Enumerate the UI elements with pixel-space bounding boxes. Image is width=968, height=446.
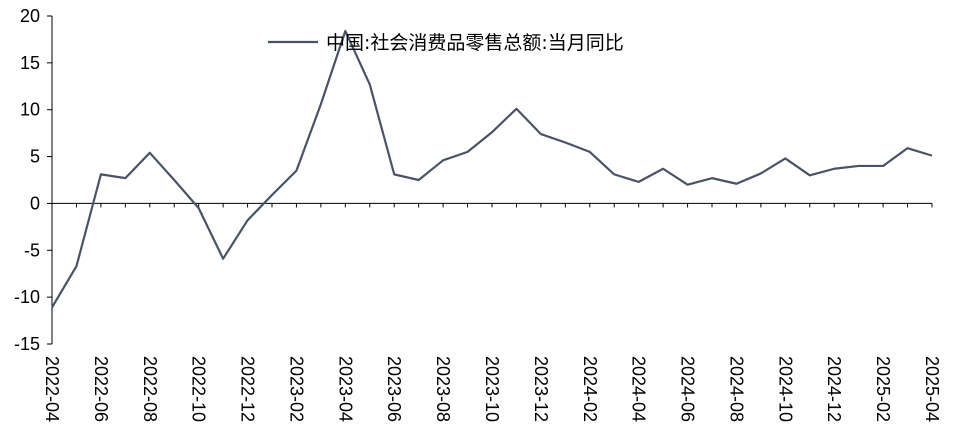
y-tick-label: -15 xyxy=(14,334,40,354)
legend-label: 中国:社会消费品零售总额:当月同比 xyxy=(326,32,624,54)
series-layer xyxy=(51,29,933,309)
x-tick-label: 2024-04 xyxy=(629,356,649,422)
x-tick-label: 2024-08 xyxy=(726,356,746,422)
series-line xyxy=(51,29,933,309)
y-tick-label: -10 xyxy=(14,287,40,307)
x-tick-label: 2024-12 xyxy=(824,356,844,422)
y-tick-label: 5 xyxy=(30,147,40,167)
x-tick-label: 2023-04 xyxy=(335,356,355,422)
x-tick-label: 2024-02 xyxy=(580,356,600,422)
y-tick-label: 20 xyxy=(20,6,40,26)
x-tick-label: 2022-10 xyxy=(189,356,209,422)
y-axis: -15 -10 -5 0 5 10 15 20 xyxy=(14,6,53,354)
x-tick-label: 2022-08 xyxy=(140,356,160,422)
x-axis: 2022-04 2022-06 2022-08 2022-10 2022-12 2023-… xyxy=(42,202,942,422)
x-tick-label: 2022-04 xyxy=(42,356,62,422)
x-tick-label: 2024-06 xyxy=(678,356,698,422)
y-tick-label: -5 xyxy=(24,240,40,260)
x-tick-label: 2023-08 xyxy=(433,356,453,422)
legend: 中国:社会消费品零售总额:当月同比 xyxy=(268,32,624,54)
x-tick-label: 2023-02 xyxy=(286,356,306,422)
y-tick-label: 0 xyxy=(30,193,40,213)
x-tick-label: 2023-10 xyxy=(482,356,502,422)
x-tick-label: 2023-12 xyxy=(531,356,551,422)
y-tick-label: 10 xyxy=(20,100,40,120)
x-tick-label: 2022-12 xyxy=(238,356,258,422)
x-tick-label: 2023-06 xyxy=(384,356,404,422)
x-tick-label: 2024-10 xyxy=(775,356,795,422)
x-tick-label: 2025-04 xyxy=(922,356,942,422)
y-tick-label: 15 xyxy=(20,53,40,73)
x-tick-label: 2022-06 xyxy=(91,356,111,422)
x-tick-label: 2025-02 xyxy=(873,356,893,422)
